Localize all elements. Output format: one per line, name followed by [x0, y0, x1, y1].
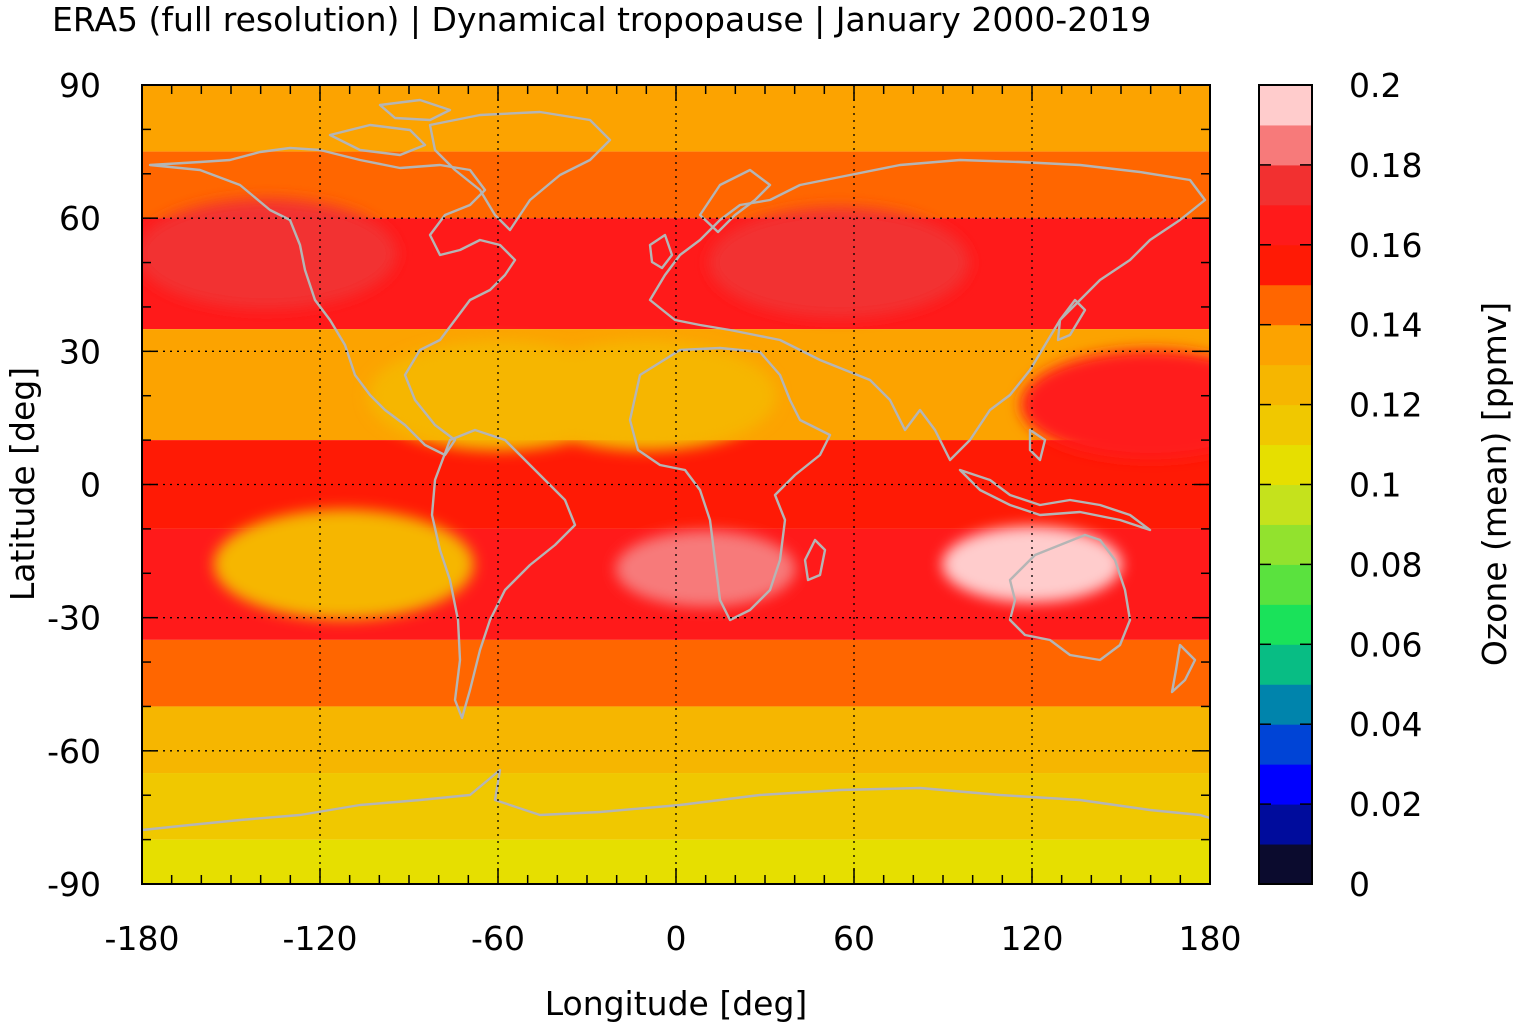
- chart-title: ERA5 (full resolution) | Dynamical tropo…: [52, 0, 1152, 39]
- y-tick-label: 0: [80, 466, 101, 505]
- x-axis-label: Longitude [deg]: [545, 984, 808, 1023]
- x-axis: -180 -120 -60 0 60 120 180: [105, 919, 1242, 958]
- y-axis-label: Latitude [deg]: [3, 367, 42, 601]
- axis-minor-ticks: [142, 85, 1210, 884]
- x-tick-label: 0: [666, 919, 687, 958]
- colorbar-tick-label: 0.12: [1349, 386, 1422, 425]
- coastline-scandinavia: [698, 168, 772, 234]
- colorbar-tick-label: 0.18: [1349, 146, 1422, 185]
- coastline-britain: [648, 233, 674, 270]
- colorbar-axis: 0.2 0.18 0.16 0.14 0.12 0.1 0.08 0.06 0.04 0.02 0: [1259, 66, 1422, 904]
- colorbar-swatch: [1259, 644, 1312, 685]
- colorbar-swatch: [1259, 564, 1312, 605]
- x-tick-label: 60: [833, 919, 875, 958]
- coastline-australia: [1008, 533, 1132, 662]
- x-tick-label: -180: [105, 919, 180, 958]
- colorbar-swatch: [1259, 124, 1312, 166]
- colorbar-swatch: [1259, 524, 1312, 565]
- colorbar-swatch: [1259, 604, 1312, 645]
- x-tick-label: 180: [1179, 919, 1242, 958]
- y-tick-label: 30: [59, 332, 101, 371]
- x-tick-label: -120: [283, 919, 358, 958]
- coastline-africa: [628, 346, 832, 622]
- coastline-maritime-continent: [958, 428, 1152, 532]
- coastline-madagascar: [803, 538, 827, 582]
- colorbar-swatch: [1259, 724, 1312, 765]
- colorbar-swatch: [1259, 764, 1312, 805]
- colorbar-swatch: [1259, 164, 1312, 206]
- grid-lines: [142, 85, 1210, 884]
- colorbar-swatch: [1259, 844, 1312, 885]
- colorbar-swatch: [1259, 804, 1312, 845]
- colorbar-swatch: [1259, 444, 1312, 485]
- colorbar-swatch: [1259, 204, 1312, 246]
- colorbar-swatch: [1259, 404, 1312, 446]
- x-tick-label: 120: [1001, 919, 1064, 958]
- y-tick-label: 90: [59, 66, 101, 105]
- field-feature-2: [1020, 349, 1210, 460]
- coastline-canadian-islands: [328, 98, 452, 157]
- field-feature-5: [942, 526, 1122, 603]
- colorbar-swatch: [1259, 284, 1312, 326]
- field-feature-7: [516, 340, 777, 451]
- colorbar-swatch: [1259, 324, 1312, 366]
- colorbar-label: Ozone (mean) [ppmv]: [1475, 302, 1514, 666]
- colorbar-swatch: [1259, 684, 1312, 725]
- colorbar-tick-label: 0.1: [1349, 466, 1401, 505]
- y-tick-label: 60: [59, 199, 101, 238]
- y-tick-label: -30: [47, 599, 101, 638]
- coastline-north-america: [148, 146, 517, 457]
- field-feature-0: [142, 198, 397, 309]
- colorbar-tick-label: 0: [1349, 865, 1370, 904]
- field-band-7: [142, 706, 1210, 774]
- field-feature-3: [213, 509, 474, 620]
- colorbar-tick-label: 0.04: [1349, 705, 1422, 744]
- coastline-greenland: [428, 110, 612, 232]
- field-feature-4: [615, 530, 796, 607]
- colorbar-tick-label: 0.02: [1349, 785, 1422, 824]
- colorbar-swatch: [1259, 484, 1312, 525]
- colorbar-tick-label: 0.16: [1349, 226, 1422, 265]
- coastlines: [142, 98, 1210, 832]
- coastline-eurasia: [648, 158, 1207, 462]
- field-feature-1: [709, 207, 970, 318]
- colorbar-tick-label: 0.14: [1349, 306, 1422, 345]
- coastline-new-zealand: [1170, 643, 1197, 694]
- colorbar-swatch: [1259, 85, 1312, 126]
- coastline-japan: [1056, 298, 1087, 342]
- y-axis: 90 60 30 0 -30 -60 -90: [47, 66, 101, 904]
- y-tick-label: -90: [47, 865, 101, 904]
- colorbar: [1258, 84, 1313, 885]
- colorbar-swatch: [1259, 364, 1312, 406]
- x-tick-label: -60: [471, 919, 525, 958]
- colorbar-tick-label: 0.2: [1349, 66, 1401, 105]
- coastline-antarctica: [142, 768, 1210, 832]
- colorbar-swatch: [1259, 244, 1312, 286]
- coastline-south-america: [430, 428, 577, 720]
- colorbar-tick-label: 0.08: [1349, 545, 1422, 584]
- colorbar-tick-label: 0.06: [1349, 625, 1422, 664]
- y-tick-label: -60: [47, 732, 101, 771]
